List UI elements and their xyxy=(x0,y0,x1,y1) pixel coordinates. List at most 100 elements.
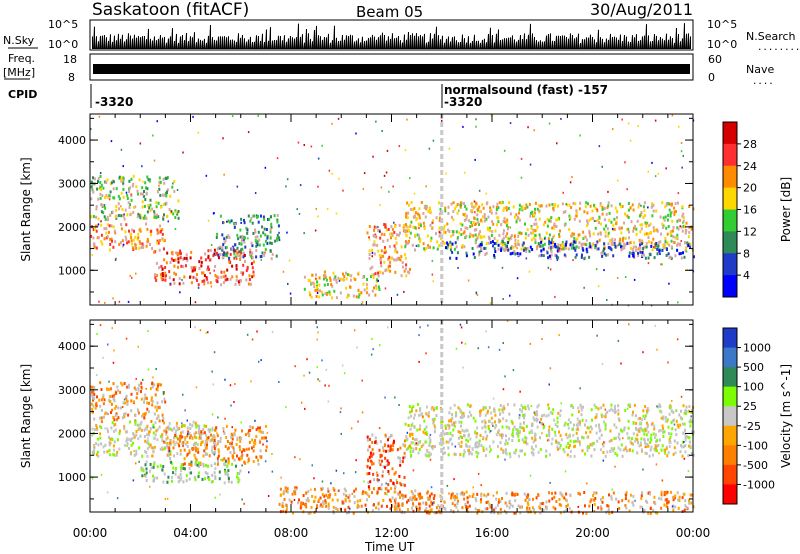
x-axis-label: Time UT xyxy=(364,540,415,554)
y-tick-label: 3000 xyxy=(58,177,86,190)
freq-label: Freq. xyxy=(8,52,35,65)
nave-tick-top: 60 xyxy=(708,53,722,66)
x-tick-label: 08:00 xyxy=(274,526,309,540)
nsky-tick-bottom: 10^0 xyxy=(48,38,78,51)
freq-tick-bottom: 8 xyxy=(68,71,75,84)
colorbar-tick-label: 20 xyxy=(743,182,757,195)
freq-panel-frame xyxy=(89,53,694,81)
noise-points xyxy=(91,320,692,512)
colorbar-tick-label: 100 xyxy=(743,381,764,394)
colorbar-segment xyxy=(723,253,737,276)
colorbar-segment xyxy=(723,187,737,210)
colorbar-tick-label: 8 xyxy=(743,247,750,260)
nsky-label: N.Sky xyxy=(3,34,35,47)
y-tick-label: 4000 xyxy=(58,340,86,353)
colorbar-tick-label: -25 xyxy=(743,420,761,433)
nsky-panel-frame xyxy=(89,19,694,51)
nsky-spikes xyxy=(92,23,691,49)
colorbar-segment xyxy=(723,122,737,145)
cpid-mode-name: normalsound (fast) -157 xyxy=(444,83,608,97)
scatter-region xyxy=(366,433,406,489)
colorbar-tick-label: 25 xyxy=(743,400,757,413)
y-tick-label: 4000 xyxy=(58,134,86,147)
freq-unit: [MHz] xyxy=(3,66,35,79)
colorbar-segment xyxy=(723,445,737,466)
nsky-tick-top: 10^5 xyxy=(48,18,78,31)
scatter-region xyxy=(153,248,255,287)
colorbar-tick-label: -100 xyxy=(743,439,768,452)
scatter-region xyxy=(215,214,281,261)
colorbar-tick-label: 28 xyxy=(743,138,757,151)
colorbar-segment xyxy=(723,275,737,298)
cpid-value-1: -3320 xyxy=(95,95,133,109)
colorbar-tick-label: 24 xyxy=(743,160,757,173)
colorbar-tick-label: 4 xyxy=(743,269,750,282)
scatter-region xyxy=(90,174,180,222)
y-axis-label: Slant Range [km] xyxy=(19,364,33,468)
x-tick-label: 00:00 xyxy=(676,526,711,540)
scatter-region xyxy=(278,486,418,515)
colorbar-label: Power [dB] xyxy=(779,177,793,242)
colorbar-tick-label: -500 xyxy=(743,459,768,472)
y-tick-label: 3000 xyxy=(58,384,86,397)
cpid-label: CPID xyxy=(8,88,37,101)
colorbar-tick-label: 16 xyxy=(743,204,757,217)
y-tick-label: 2000 xyxy=(58,427,86,440)
scatter-region xyxy=(445,239,695,261)
y-axis-label: Slant Range [km] xyxy=(19,157,33,261)
colorbar-segment xyxy=(723,209,737,232)
beam-title: Beam 05 xyxy=(356,3,423,21)
station-title: Saskatoon (fitACF) xyxy=(92,0,249,20)
scatter-region xyxy=(140,459,242,485)
colorbar-label: Velocity [m s^-1] xyxy=(779,364,793,468)
nsky-trace xyxy=(92,23,691,49)
colorbar-tick-label: -1000 xyxy=(743,478,775,491)
x-tick-label: 04:00 xyxy=(173,526,208,540)
freq-trace xyxy=(93,64,690,74)
colorbar-segment xyxy=(723,347,737,368)
cpid-value-2: -3320 xyxy=(444,95,482,109)
scatter-region xyxy=(165,424,268,467)
colorbar-segment xyxy=(723,386,737,407)
nsearch-tick-top: 10^5 xyxy=(707,18,737,31)
nave-label: Nave xyxy=(746,63,774,76)
colorbar-segment xyxy=(723,464,737,485)
colorbar-segment xyxy=(723,143,737,167)
x-tick-label: 12:00 xyxy=(374,526,409,540)
freq-tick-top: 18 xyxy=(63,53,77,66)
colorbar-segment xyxy=(723,406,737,427)
nsearch-dots: ......... xyxy=(757,43,800,53)
scatter-region xyxy=(404,402,695,459)
colorbar-tick-label: 12 xyxy=(743,225,757,238)
colorbar-segment xyxy=(723,165,737,189)
scatter-region xyxy=(90,222,166,252)
x-tick-label: 16:00 xyxy=(475,526,510,540)
y-tick-label: 1000 xyxy=(58,471,86,484)
x-tick-label: 00:00 xyxy=(73,526,108,540)
nsearch-tick-bottom: 10^0 xyxy=(707,38,737,51)
colorbar-frame xyxy=(722,327,738,505)
scatter-region xyxy=(303,270,381,300)
nave-tick-bottom: 0 xyxy=(708,71,715,84)
colorbar-segment xyxy=(723,484,737,505)
date-title: 30/Aug/2011 xyxy=(590,0,693,19)
scatter-region xyxy=(90,381,167,424)
colorbar-segment xyxy=(723,328,737,349)
heatmap-panel-1: 1000 2000 3000 4000 Slant Range [km] 28 24 20 16… xyxy=(19,113,793,307)
heatmap-panel-2: 1000 2000 3000 4000 Slant Range [km] 1000 500 1… xyxy=(19,319,793,515)
scatter-region xyxy=(366,223,411,278)
scatter-region xyxy=(391,490,695,515)
colorbar-segment xyxy=(723,425,737,446)
y-tick-label: 2000 xyxy=(58,221,86,234)
colorbar-segment xyxy=(723,367,737,388)
nsearch-label: N.Search xyxy=(746,30,796,43)
nave-dots: .... xyxy=(752,77,774,87)
y-tick-label: 1000 xyxy=(58,264,86,277)
x-tick-label: 20:00 xyxy=(575,526,610,540)
scatter-region xyxy=(404,200,695,252)
colorbar-tick-label: 500 xyxy=(743,361,764,374)
colorbar-tick-label: 1000 xyxy=(743,342,771,355)
colorbar-segment xyxy=(723,231,737,254)
